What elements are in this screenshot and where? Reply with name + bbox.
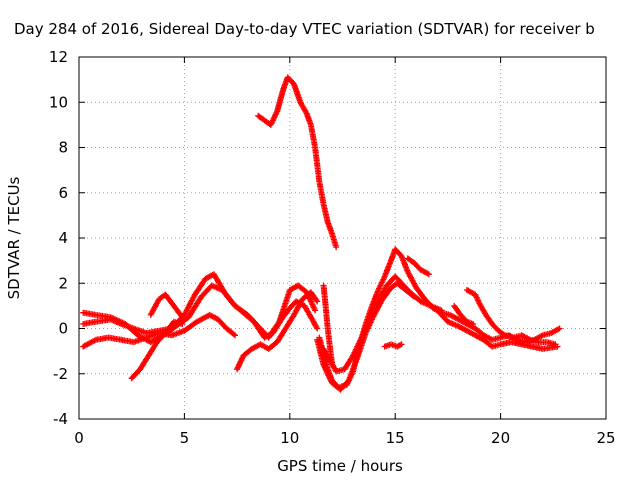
axes: 0 5 10 15 20 25 -4 -2 0 2 4 6 8 10 12: [49, 48, 616, 447]
y-tick-label: -4: [53, 410, 68, 428]
data-point: [179, 321, 186, 327]
x-tick-label: 10: [280, 429, 299, 447]
y-axis-label: SDTVAR / TECUs: [5, 176, 23, 299]
data-point: [410, 292, 416, 299]
data-point: [230, 331, 237, 338]
x-tick-label: 25: [596, 429, 615, 447]
x-tick-label: 15: [386, 429, 405, 447]
data-point: [179, 314, 186, 321]
data-point: [232, 332, 238, 339]
series-arc-4: [128, 318, 186, 382]
series-arc-13: [404, 255, 432, 278]
data-point: [556, 325, 563, 332]
series-arc-6: [234, 289, 321, 373]
series-arc-17: [451, 302, 477, 327]
data-point: [329, 359, 335, 366]
y-tick-label: 0: [58, 320, 68, 338]
series-arc-3: [80, 311, 238, 350]
data-point: [313, 297, 320, 304]
data-point: [314, 298, 321, 305]
data-point: [178, 312, 185, 319]
series-arc-9: [320, 273, 445, 375]
data-point: [398, 341, 405, 348]
series-arc-15: [463, 287, 559, 348]
y-tick-label: 12: [49, 48, 68, 66]
data-point: [500, 331, 507, 338]
series-arc-2: [80, 271, 319, 341]
data-point: [470, 321, 477, 327]
series-arc-11: [314, 280, 418, 393]
y-tick-label: 6: [58, 184, 68, 202]
x-tick-label: 20: [491, 429, 510, 447]
y-tick-label: 10: [49, 93, 68, 111]
y-tick-label: 2: [58, 274, 68, 292]
series-arc-16: [434, 307, 561, 352]
chart-title: Day 284 of 2016, Sidereal Day-to-day VTE…: [14, 20, 595, 38]
y-tick-label: 8: [58, 139, 68, 157]
series-arc-10: [320, 282, 335, 366]
data-point: [333, 244, 340, 251]
plot-frame: [78, 56, 607, 420]
data-points: [80, 74, 563, 393]
data-point: [314, 325, 321, 332]
data-point: [411, 293, 418, 300]
grid: [79, 57, 606, 419]
series-arc-7: [255, 74, 340, 251]
data-point: [312, 307, 319, 314]
series-arc-5: [147, 291, 186, 321]
data-point: [554, 343, 561, 350]
x-tick-label: 5: [180, 429, 190, 447]
y-tick-label: 4: [58, 229, 68, 247]
x-tick-label: 0: [74, 429, 84, 447]
y-tick-label: -2: [53, 365, 68, 383]
series-arc-12: [381, 341, 405, 350]
x-axis-label: GPS time / hours: [277, 457, 403, 475]
data-point: [425, 271, 432, 278]
